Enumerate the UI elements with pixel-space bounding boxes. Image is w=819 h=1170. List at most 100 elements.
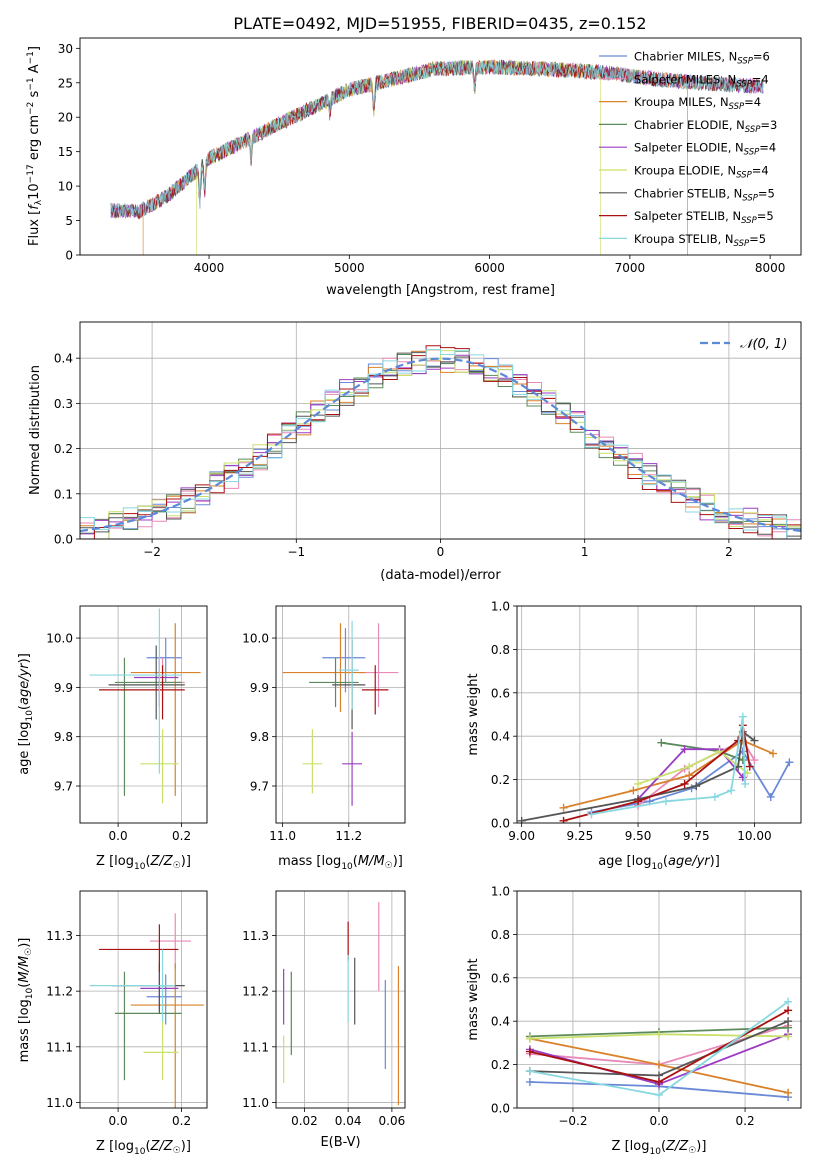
- weight_vs_Z-panel: −0.2 0.0 0.2 0.0 0.2 0.4 0.6 0.8 1.0 Z [log10(Z/Z…: [466, 885, 802, 1157]
- x-tick-label: 6000: [474, 261, 505, 275]
- x-tick-label: 0.0: [109, 1114, 128, 1128]
- y-tick-label: 20: [58, 111, 73, 125]
- axes-frame: [79, 605, 208, 824]
- x-tick-label: 10.00: [737, 829, 771, 843]
- weight-point: [741, 779, 750, 788]
- plot-area: [282, 620, 399, 806]
- legend-entry: Kroupa MILES, NSSP=4: [634, 95, 761, 112]
- legend-entry: Salpeter MILES, NSSP=4: [634, 72, 769, 89]
- figure-title: PLATE=0492, MJD=51955, FIBERID=0435, z=0…: [233, 14, 646, 33]
- weight-point: [655, 1090, 663, 1099]
- weight-point: [766, 792, 775, 801]
- y-tick-label: 0.4: [491, 730, 510, 744]
- histogram-step: [80, 352, 801, 537]
- y-tick-label: 1.0: [491, 885, 510, 899]
- x-tick-label: 9.00: [508, 829, 535, 843]
- spectrum-panel: 4000 5000 6000 7000 8000 0 5 10 15 20 25 30 waveleng…: [26, 37, 802, 298]
- legend-entry: Chabrier STELIB, NSSP=5: [634, 186, 775, 203]
- legend-entry: 𝒩(0, 1): [740, 337, 787, 352]
- y-tick-label: 0.4: [491, 1015, 510, 1029]
- weight-point: [738, 756, 747, 765]
- y-tick-label: 5: [65, 214, 73, 228]
- x-tick-label: −2: [143, 545, 161, 559]
- age_vs_mass-panel: 11.0 11.2 9.7 9.8 9.9 10.0 mass [log10(M/M☉)]: [242, 605, 406, 872]
- x-tick-label: −0.2: [558, 1114, 587, 1128]
- y-tick-label: 0: [65, 249, 73, 263]
- axes-frame: [79, 890, 208, 1109]
- weight-point: [657, 738, 666, 747]
- weight-series-line: [637, 748, 744, 800]
- weight-point: [587, 810, 596, 819]
- weight-point: [680, 779, 689, 788]
- y-tick-label: 11.3: [46, 929, 73, 943]
- weight-point: [769, 749, 778, 758]
- y-tick-label: 9.9: [250, 681, 269, 695]
- y-axis-label: Normed distribution: [28, 365, 43, 495]
- y-axis-label: Flux [fλ10−17 erg cm−2 s−1 A−1]: [26, 46, 44, 246]
- plot-area: [110, 58, 764, 255]
- legend-entry: Chabrier ELODIE, NSSP=3: [634, 118, 777, 135]
- plot-area: [525, 997, 793, 1102]
- y-axis-label: mass [log10(M/M☉)]: [17, 938, 35, 1063]
- weight-point: [634, 797, 643, 806]
- histogram-step: [80, 354, 801, 539]
- y-tick-label: 0.1: [54, 487, 73, 501]
- plot-area: [89, 608, 201, 804]
- weight-point: [655, 1077, 663, 1086]
- y-tick-label: 30: [58, 42, 73, 56]
- y-axis-label: mass weight: [466, 958, 481, 1040]
- weight-point: [784, 1032, 793, 1041]
- weight-point: [685, 762, 694, 771]
- weight-point: [629, 786, 638, 795]
- legend-entry: Salpeter STELIB, NSSP=5: [634, 209, 774, 226]
- mass_vs_Z-panel: 0.0 0.2 11.0 11.1 11.2 11.3 Z [log10(Z/Z☉)] mas…: [17, 890, 208, 1157]
- weight-point: [655, 1030, 663, 1039]
- weight-point: [738, 712, 747, 721]
- weight-point: [784, 997, 793, 1006]
- y-tick-label: 10.0: [242, 632, 269, 646]
- y-axis-label: age [log10(age/yr)]: [17, 653, 35, 775]
- axes-frame: [79, 37, 802, 256]
- legend: Chabrier MILES, NSSP=6 Salpeter MILES, NS…: [599, 50, 777, 249]
- y-axis-label: mass weight: [466, 673, 481, 755]
- y-tick-label: 11.3: [242, 929, 269, 943]
- y-tick-label: 1.0: [491, 600, 510, 614]
- x-tick-label: 0.04: [335, 1114, 362, 1128]
- plot-area: [80, 345, 801, 539]
- x-tick-label: 9.25: [566, 829, 593, 843]
- x-tick-label: 0.2: [172, 1114, 191, 1128]
- weight-point: [655, 1060, 663, 1069]
- weight-point: [661, 797, 670, 806]
- y-tick-label: 0.8: [491, 643, 510, 657]
- plot-area: [517, 712, 794, 823]
- x-tick-label: 0.0: [109, 829, 128, 843]
- weight-point: [525, 1077, 534, 1086]
- x-tick-label: 11.2: [335, 829, 362, 843]
- weight-point: [517, 816, 526, 823]
- weight-point: [750, 756, 759, 765]
- weight-point: [784, 1088, 793, 1097]
- y-tick-label: 0.0: [491, 1102, 510, 1116]
- gaussian-curve: [80, 357, 801, 533]
- axes-frame: [516, 605, 802, 824]
- y-tick-label: 0.8: [491, 928, 510, 942]
- x-axis-label: Z [log10(Z/Z☉)]: [612, 1139, 707, 1157]
- x-tick-label: 4000: [194, 261, 225, 275]
- x-tick-label: 8000: [755, 261, 786, 275]
- y-tick-label: 11.1: [242, 1040, 269, 1054]
- weight-point: [525, 1067, 534, 1076]
- x-axis-label: age [log10(age/yr)]: [598, 854, 720, 872]
- y-tick-label: 11.2: [242, 985, 269, 999]
- y-tick-label: 10: [58, 180, 73, 194]
- spectrum-series-line: [110, 60, 764, 218]
- y-tick-label: 0.2: [491, 773, 510, 787]
- x-tick-label: 9.75: [683, 829, 710, 843]
- x-tick-label: 0.02: [291, 1114, 318, 1128]
- x-tick-label: 1: [581, 545, 589, 559]
- x-tick-label: −1: [287, 545, 305, 559]
- histogram-step: [80, 349, 801, 539]
- weight-point: [727, 786, 736, 795]
- y-tick-label: 0.2: [491, 1058, 510, 1072]
- weight-point: [785, 758, 794, 767]
- weight-point: [559, 803, 568, 812]
